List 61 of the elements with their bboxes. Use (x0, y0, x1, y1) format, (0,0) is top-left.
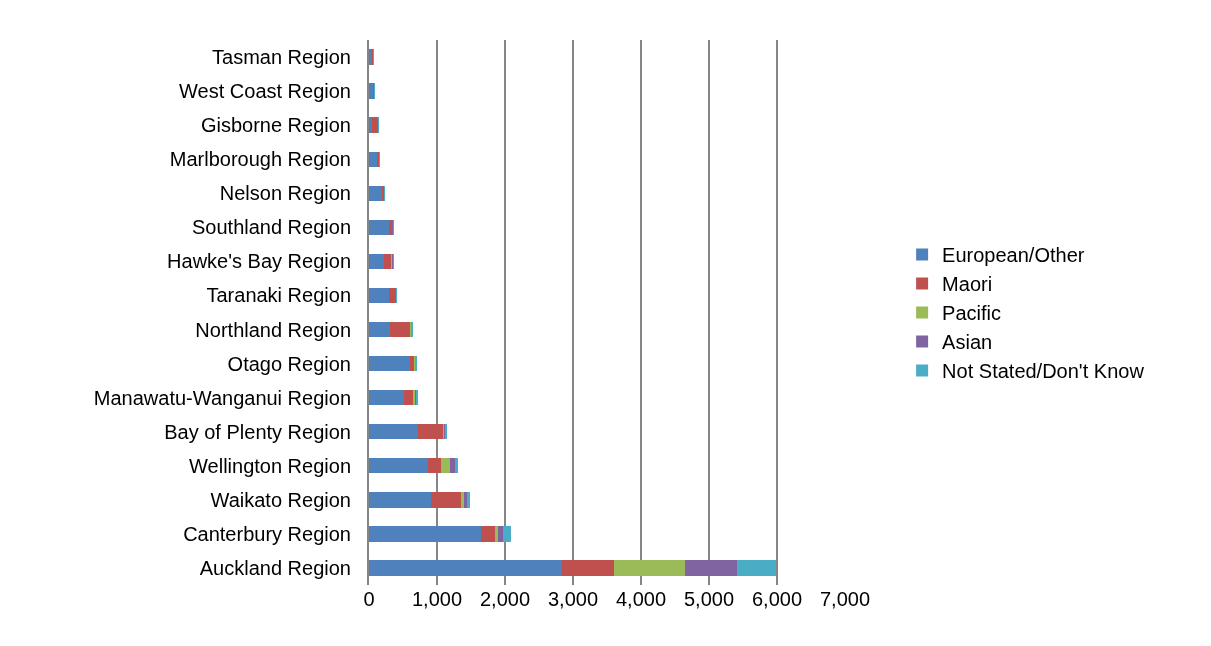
bar (369, 253, 385, 270)
bar (736, 560, 776, 576)
legend-label: European/Other (942, 244, 1085, 267)
bar (428, 458, 442, 474)
y-tick-label: Wellington Region (189, 454, 351, 477)
x-tick-label: 0 (363, 588, 375, 610)
bar (418, 424, 444, 440)
y-tick-label: Manawatu-Wanganui Region (93, 386, 351, 409)
y-tick-label: Waikato Region (210, 488, 351, 511)
bar (384, 253, 392, 270)
legend-label: Not Stated/Don't Know (942, 360, 1145, 383)
bar (369, 185, 382, 201)
bar (502, 526, 512, 542)
y-tick-label: Nelson Region (219, 182, 351, 205)
bar (369, 117, 372, 133)
bar (613, 560, 686, 576)
legend-label: Pacific (942, 302, 1002, 325)
x-tick-label: 2,000 (479, 588, 531, 610)
y-tick-label: West Coast Region (179, 80, 351, 103)
y-tick-label: Marlborough Region (169, 148, 351, 171)
x-tick-label: 7,000 (819, 588, 871, 610)
bar (498, 526, 503, 542)
x-tick-label: 1,000 (411, 588, 463, 610)
bar (441, 458, 451, 474)
bar (369, 560, 562, 576)
y-tick-label: Southland Region (191, 216, 351, 239)
y-tick-label: Taranaki Region (206, 284, 351, 307)
bar (369, 287, 390, 304)
bar (450, 458, 456, 474)
bar (369, 321, 391, 338)
y-tick-label: Tasman Region (212, 46, 351, 69)
bar (495, 526, 498, 542)
y-tick-label: Hawke's Bay Region (167, 250, 351, 273)
bar (431, 492, 462, 508)
y-tick-label: Canterbury Region (183, 522, 351, 545)
bar (561, 560, 614, 576)
bar (369, 492, 432, 508)
bar (369, 526, 481, 542)
bar (371, 117, 378, 133)
x-tick-label: 6,000 (751, 588, 803, 610)
bar (685, 560, 737, 576)
bar (369, 424, 419, 440)
bar (369, 355, 411, 372)
x-tick-label: 4,000 (615, 588, 667, 610)
bar (369, 151, 378, 167)
bar (455, 458, 459, 474)
x-tick-label: 5,000 (683, 588, 735, 610)
y-tick-label: Gisborne Region (200, 114, 351, 137)
legend-label: Maori (942, 273, 993, 296)
y-tick-label: Northland Region (195, 318, 351, 341)
bar (389, 287, 396, 304)
bar (369, 458, 429, 474)
y-tick-label: Otago Region (227, 352, 351, 375)
y-tick-label: Bay of Plenty Region (164, 420, 351, 443)
legend-label: Asian (942, 331, 993, 354)
bar (369, 219, 390, 236)
bar (390, 321, 411, 338)
y-tick-label: Auckland Region (199, 556, 351, 579)
x-tick-label: 3,000 (547, 588, 599, 610)
bar (480, 526, 496, 542)
bar (369, 389, 404, 406)
